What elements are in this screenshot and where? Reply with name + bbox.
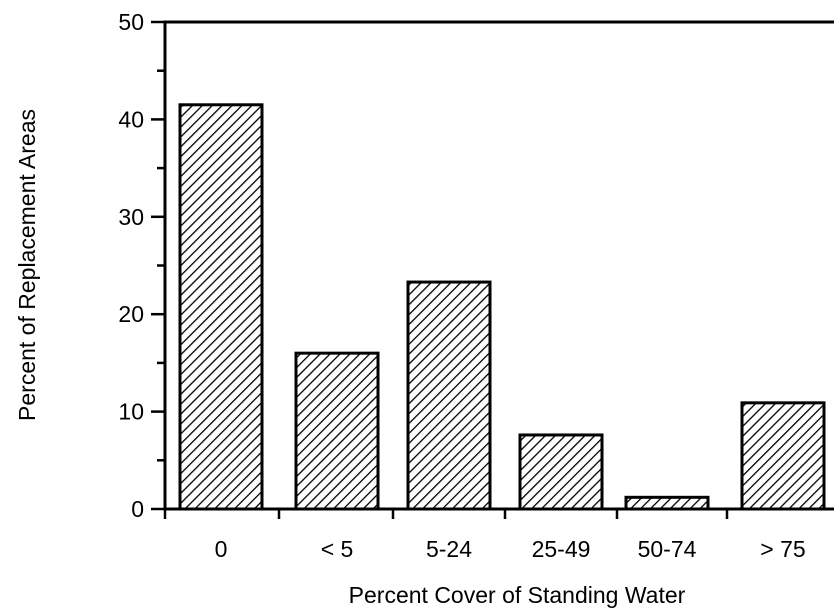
- x-tick-label: 25-49: [532, 536, 591, 562]
- bar-0: [178, 103, 264, 511]
- y-tick-label: 30: [118, 204, 144, 230]
- bar-1: [294, 351, 380, 511]
- x-tick-label: 5-24: [426, 536, 472, 562]
- x-tick-label: 50-74: [638, 536, 697, 562]
- bar-5: [740, 401, 826, 511]
- axes-group: [151, 20, 834, 519]
- bars-group: [178, 103, 826, 511]
- x-tick-label: > 75: [760, 536, 805, 562]
- bar-3: [518, 433, 604, 511]
- x-tick-labels: 0 < 5 5-24 25-49 50-74 > 75: [215, 536, 806, 562]
- bar-4: [624, 495, 710, 511]
- y-tick-label: 10: [118, 399, 144, 425]
- x-tick-label: 0: [215, 536, 228, 562]
- y-tick-labels: 0 10 20 30 40 50: [118, 9, 144, 522]
- bar-2: [406, 280, 492, 511]
- y-tick-label: 20: [118, 301, 144, 327]
- y-tick-label: 0: [131, 496, 144, 522]
- y-tick-label: 50: [118, 9, 144, 35]
- x-tick-label: < 5: [321, 536, 354, 562]
- x-axis-label: Percent Cover of Standing Water: [349, 582, 686, 608]
- y-axis-label: Percent of Replacement Areas: [14, 109, 40, 421]
- y-tick-label: 40: [118, 106, 144, 132]
